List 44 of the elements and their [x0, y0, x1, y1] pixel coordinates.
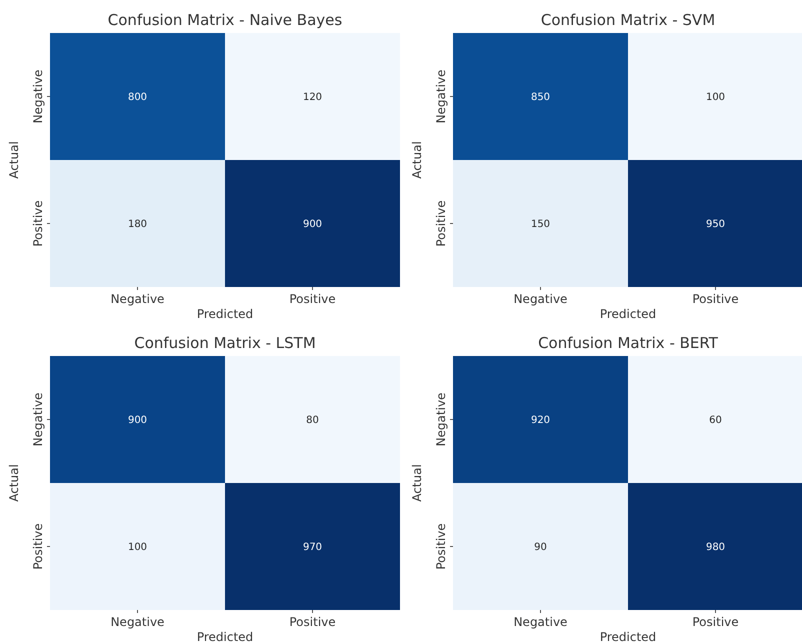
y-tick-label: Negative [31, 70, 45, 124]
x-tick-label: Negative [514, 615, 568, 629]
x-axis-title: Predicted [196, 630, 254, 643]
x-axis-title: Predicted [196, 307, 254, 321]
data-label: 920 [530, 415, 550, 426]
y-tick-label: Negative [434, 392, 448, 446]
y-axis-title: Actual [410, 141, 424, 179]
x-axis-title: Predicted [600, 307, 656, 321]
y-tick-label: Negative [434, 70, 448, 124]
data-label: 120 [302, 92, 322, 103]
data-label: 90 [534, 542, 547, 553]
x-axis-title: Predicted [600, 630, 656, 643]
y-tick-label: Positive [434, 200, 448, 247]
data-label: 900 [302, 219, 322, 230]
data-label: 950 [706, 219, 726, 230]
x-tick-label: Positive [692, 292, 739, 306]
x-tick-label: Positive [289, 292, 336, 306]
y-axis-title: Actual [410, 464, 424, 502]
chart-title: Confusion Matrix - Naive Bayes [108, 11, 342, 29]
y-axis-title: Actual [7, 141, 21, 179]
data-label: 80 [306, 415, 319, 426]
data-label: 850 [530, 92, 550, 103]
data-label: 900 [128, 415, 148, 426]
y-tick-label: Negative [31, 392, 45, 446]
data-label: 150 [530, 219, 550, 230]
chart-title: Confusion Matrix - LSTM [134, 334, 316, 352]
data-label: 100 [128, 542, 148, 553]
chart-title: Confusion Matrix - SVM [540, 11, 716, 29]
y-tick-label: Positive [434, 523, 448, 570]
y-axis-title: Actual [7, 464, 21, 502]
x-tick-label: Negative [514, 292, 568, 306]
y-tick-label: Positive [31, 200, 45, 247]
data-label: 60 [709, 415, 722, 426]
x-tick-label: Positive [692, 615, 739, 629]
data-label: 100 [706, 92, 726, 103]
chart-title: Confusion Matrix - BERT [538, 334, 719, 352]
x-tick-label: Positive [289, 615, 336, 629]
data-label: 800 [128, 92, 148, 103]
x-tick-label: Negative [110, 615, 164, 629]
data-label: 980 [706, 542, 726, 553]
x-tick-label: Negative [110, 292, 164, 306]
data-label: 180 [128, 219, 148, 230]
y-tick-label: Positive [31, 523, 45, 570]
data-label: 970 [302, 542, 322, 553]
